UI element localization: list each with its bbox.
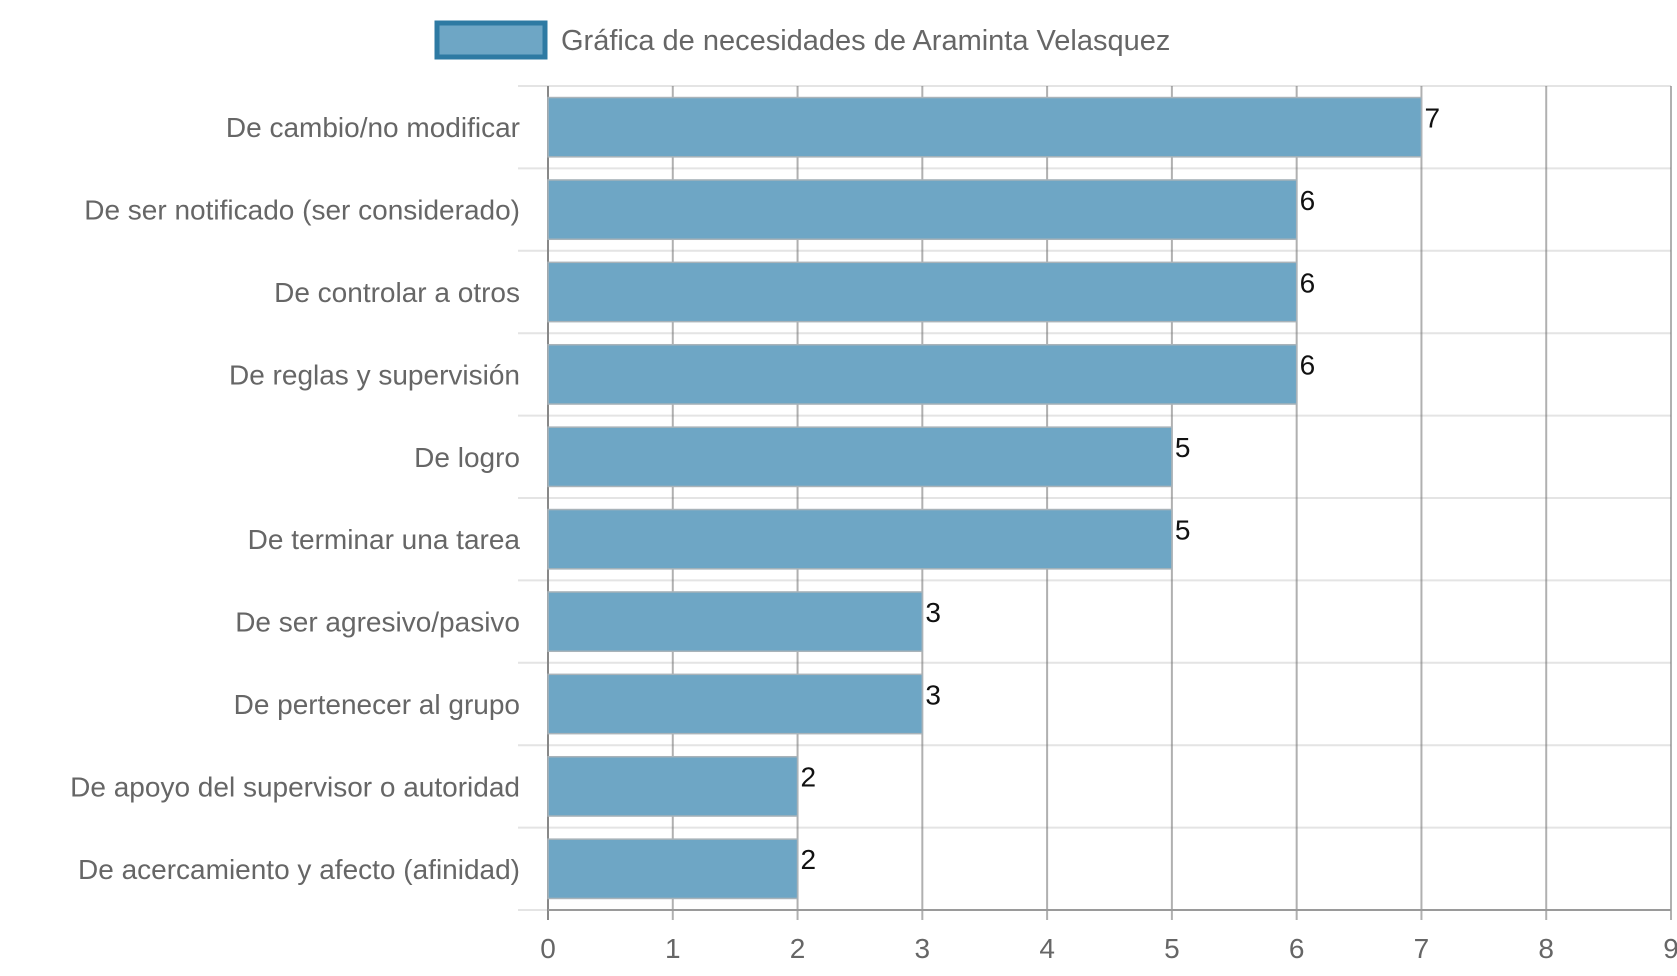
bar <box>547 673 924 735</box>
category-label: De logro <box>414 442 520 473</box>
category-label: De ser agresivo/pasivo <box>235 607 520 638</box>
x-tick-label: 8 <box>1538 933 1554 964</box>
category-label: De cambio/no modificar <box>226 112 520 143</box>
x-axis: 0 1 2 3 4 5 6 7 8 9 <box>540 909 1677 964</box>
bar <box>547 591 924 653</box>
bar <box>547 261 1298 323</box>
x-tick-label: 2 <box>790 933 806 964</box>
bar <box>547 838 799 900</box>
bar <box>547 755 799 817</box>
x-tick-label: 5 <box>1164 933 1180 964</box>
value-labels: 7 6 6 6 5 5 3 3 2 2 <box>801 103 1440 876</box>
x-tick-label: 6 <box>1289 933 1305 964</box>
legend-label: Gráfica de necesidades de Araminta Velas… <box>561 25 1170 57</box>
bar <box>547 96 1423 158</box>
x-tick-label: 9 <box>1663 933 1677 964</box>
bar <box>547 343 1298 405</box>
bar <box>547 426 1173 488</box>
value-label: 6 <box>1300 185 1316 216</box>
x-tick-label: 3 <box>915 933 931 964</box>
x-tick-label: 7 <box>1414 933 1430 964</box>
category-label: De controlar a otros <box>274 277 520 308</box>
x-tick-label: 0 <box>540 933 556 964</box>
value-label: 6 <box>1300 267 1316 298</box>
category-label: De ser notificado (ser considerado) <box>84 195 520 226</box>
category-label: De apoyo del supervisor o autoridad <box>70 771 520 802</box>
legend: Gráfica de necesidades de Araminta Velas… <box>434 20 1170 60</box>
category-label: De acercamiento y afecto (afinidad) <box>78 854 520 885</box>
category-label: De terminar una tarea <box>248 524 521 555</box>
bar <box>547 179 1298 241</box>
value-label: 3 <box>925 679 941 710</box>
x-tick-label: 4 <box>1039 933 1055 964</box>
legend-swatch <box>434 20 548 60</box>
value-label: 3 <box>925 597 941 628</box>
value-label: 6 <box>1300 350 1316 381</box>
category-labels: De cambio/no modificar De ser notificado … <box>70 112 520 885</box>
category-label: De pertenecer al grupo <box>234 689 520 720</box>
category-label: De reglas y supervisión <box>229 359 520 390</box>
value-label: 2 <box>801 844 817 875</box>
value-label: 7 <box>1424 103 1440 134</box>
value-label: 5 <box>1175 432 1191 463</box>
value-label: 5 <box>1175 515 1191 546</box>
bar <box>547 508 1173 570</box>
x-tick-label: 1 <box>665 933 681 964</box>
bars <box>547 96 1423 900</box>
value-label: 2 <box>801 762 817 793</box>
